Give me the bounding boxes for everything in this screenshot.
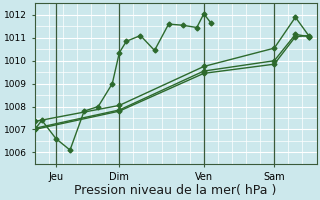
X-axis label: Pression niveau de la mer( hPa ): Pression niveau de la mer( hPa ) <box>75 184 277 197</box>
